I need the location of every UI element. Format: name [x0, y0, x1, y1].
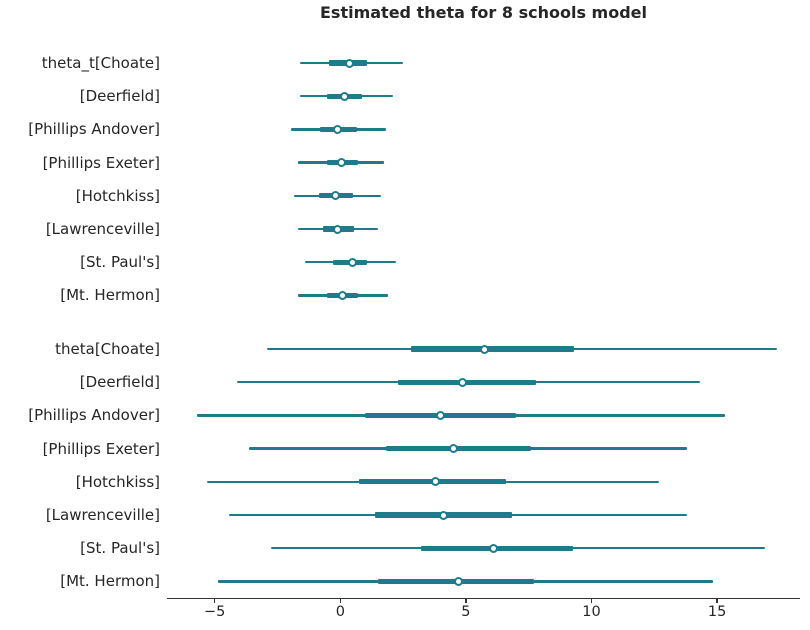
row-label: theta_t[Choate]: [41, 54, 160, 72]
median-dot: [480, 344, 490, 354]
row-label: [Phillips Andover]: [28, 120, 160, 139]
x-tick-label: 15: [707, 604, 727, 620]
row-label: [Hotchkiss]: [75, 472, 160, 491]
quartile-bar: [410, 346, 574, 352]
row-label: [Hotchkiss]: [75, 186, 160, 205]
row-label: [Phillips Exeter]: [42, 439, 160, 458]
median-dot: [344, 58, 354, 68]
median-dot: [339, 91, 349, 101]
row-label: [Deerfield]: [79, 87, 160, 106]
median-dot: [489, 543, 499, 553]
x-axis-line: [167, 597, 800, 599]
median-dot: [431, 477, 441, 487]
quartile-bar: [385, 446, 532, 452]
row-label: [St. Paul's]: [80, 539, 160, 558]
median-dot: [453, 576, 463, 586]
chart-title: Estimated theta for 8 schools model: [319, 3, 647, 22]
x-tick: [214, 598, 216, 603]
median-dot: [438, 510, 448, 520]
row-label: [Mt. Hermon]: [60, 572, 160, 591]
x-tick-label: 0: [335, 604, 345, 620]
row-label: [Lawrenceville]: [45, 506, 160, 524]
x-tick: [339, 598, 341, 603]
row-label: theta[Choate]: [55, 340, 160, 358]
x-tick-label: −5: [204, 604, 226, 620]
row-label: [Mt. Hermon]: [60, 286, 160, 305]
median-dot: [448, 444, 458, 454]
median-dot: [338, 290, 348, 300]
row-label: [Phillips Exeter]: [42, 153, 160, 172]
x-tick: [590, 598, 593, 603]
median-dot: [436, 410, 446, 420]
x-tick: [465, 598, 467, 603]
x-tick-label: 10: [582, 604, 601, 620]
row-label: [Lawrenceville]: [45, 220, 160, 238]
row-label: [Deerfield]: [79, 373, 160, 392]
median-dot: [333, 124, 343, 134]
median-dot: [457, 377, 467, 387]
row-label: [St. Paul's]: [80, 253, 160, 272]
row-label: [Phillips Andover]: [28, 406, 160, 425]
median-dot: [348, 257, 358, 267]
median-dot: [333, 224, 343, 234]
median-dot: [330, 191, 340, 201]
x-tick-label: 5: [461, 604, 471, 620]
median-dot: [337, 158, 347, 168]
x-tick: [716, 598, 718, 603]
quartile-bar: [398, 379, 537, 385]
